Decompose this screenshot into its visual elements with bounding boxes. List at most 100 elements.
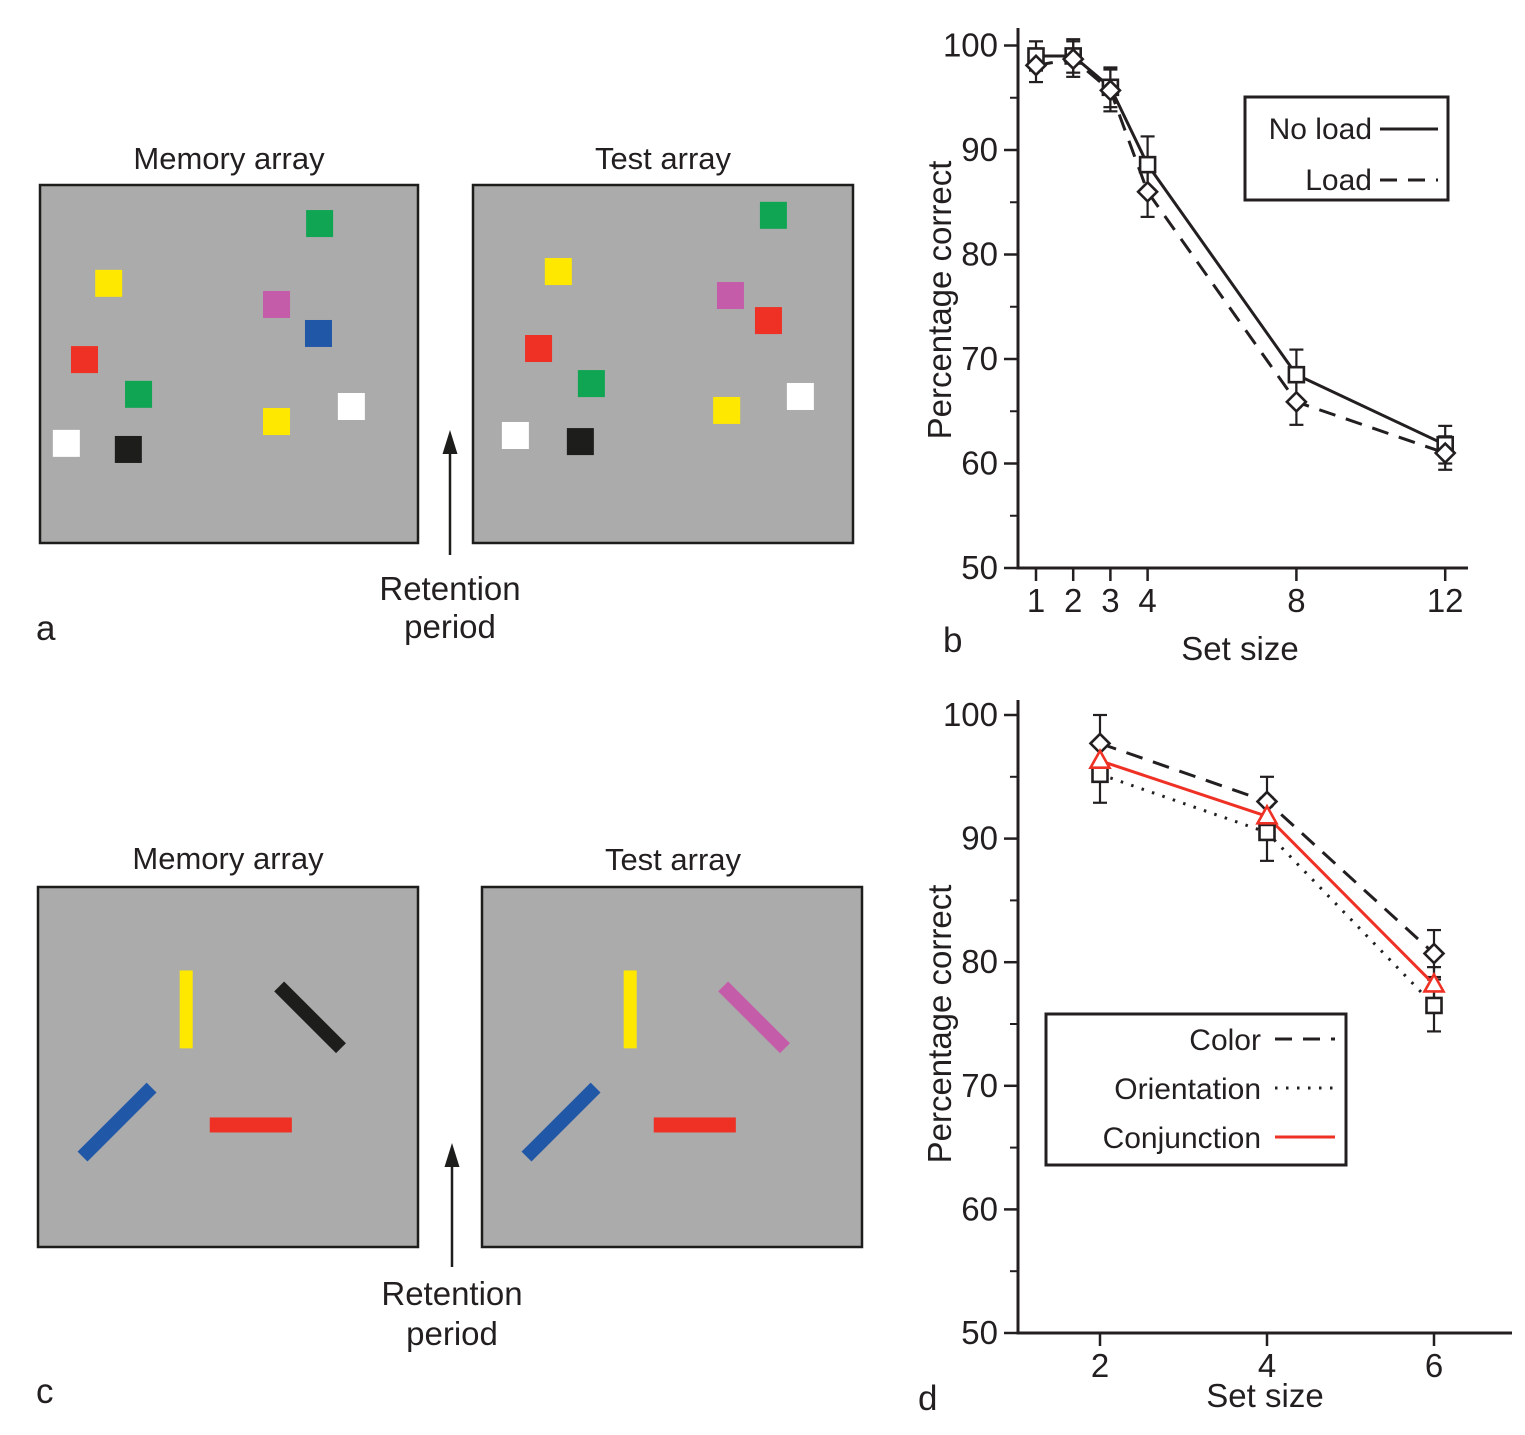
data-point-marker-square [1287,365,1306,384]
panel-c-retention-label-line1: Retention [381,1275,522,1312]
data-point-marker-diamond [1099,79,1122,102]
data-point-marker-diamond [1422,942,1446,965]
panel-c-letter: c [36,1372,54,1411]
stimulus-square-yellow [544,258,572,286]
chart-d-legend-label-orientation: Orientation [1114,1073,1261,1106]
stimulus-square-red [525,335,553,363]
panel-a-memory-squares [52,210,365,463]
stimulus-square-red [754,307,782,335]
stimulus-bar-yellow [623,970,637,1049]
panel-c-retention-label-line2: period [406,1315,498,1352]
y-tick-label: 60 [961,445,998,482]
y-tick-label: 90 [961,820,998,857]
stimulus-square-green [306,210,334,238]
stimulus-square-black [566,428,594,456]
y-tick-label: 60 [961,1190,998,1227]
data-point-marker-diamond [1024,54,1048,77]
data-point-marker-square [1138,155,1157,174]
panel-a-memory-array-box [38,183,420,545]
chart-d-y-axis-label: Percentage correct [921,885,958,1164]
panel-a-test-array-title: Test array [595,141,732,176]
stimulus-square-green [577,370,605,398]
x-tick-label: 3 [1101,582,1119,619]
stimulus-square-black [114,435,142,463]
y-tick-label: 80 [961,236,998,273]
y-tick-label: 70 [961,340,998,377]
x-tick-label: 4 [1258,1347,1276,1384]
x-tick-label: 2 [1091,1347,1109,1384]
y-tick-label: 70 [961,1067,998,1104]
panel-c-memory-array-box [36,885,420,1249]
y-tick-label: 100 [943,696,998,733]
panel-b-letter: b [943,621,962,660]
panel-a-test-squares [501,201,814,456]
panel-a-memory-array-title: Memory array [133,141,325,176]
chart-d-legend-label-conjunction: Conjunction [1103,1122,1261,1155]
stimulus-bar-yellow [179,970,193,1049]
x-tick-label: 4 [1138,582,1156,619]
retention-up-arrow-c [444,1143,460,1267]
stimulus-bar-red [209,1117,292,1133]
panel-c-test-bars [521,970,790,1162]
data-point-marker-triangle [1255,803,1279,825]
stimulus-square-yellow [95,269,123,297]
chart-b-y-axis-label: Percentage correct [921,161,958,440]
y-tick-label: 50 [961,1314,998,1351]
data-point-marker-square [1258,823,1276,842]
chart-d-x-axis-label: Set size [1206,1377,1323,1414]
stimulus-square-magenta [716,282,744,310]
stimulus-square-white [501,421,529,449]
panel-d-legend-box [1044,1012,1348,1167]
chart-d: 50 60 70 80 90 100 2 4 6 [943,696,1512,1384]
panel-a-letter: a [36,609,56,648]
data-point-marker-diamond [1136,180,1159,204]
x-tick-label: 12 [1427,582,1464,619]
data-point-marker-diamond [1285,390,1308,414]
panel-c-test-array-box [480,885,864,1249]
panel-a-test-array-box [471,183,855,545]
chart-b-legend-label-no-load: No load [1269,113,1372,146]
stimulus-bar-blue [77,1082,157,1162]
stimulus-square-yellow [713,396,741,424]
stimulus-square-green [125,380,153,408]
retention-up-arrow-a [442,430,458,555]
panel-a-retention-label-line1: Retention [379,570,520,607]
stimulus-square-magenta [263,290,291,318]
chart-b-legend-label-load: Load [1305,164,1372,197]
chart-d-legend-label-color: Color [1189,1024,1261,1057]
panel-c-memory-array-title: Memory array [132,841,324,876]
panel-d-letter: d [918,1379,937,1418]
y-tick-label: 50 [961,549,998,586]
data-point-marker-diamond [1061,47,1085,71]
x-tick-label: 6 [1425,1347,1443,1384]
y-tick-label: 90 [961,131,998,168]
data-point-marker-triangle [1088,748,1112,770]
data-point-marker-square [1091,765,1109,784]
stimulus-square-red [70,346,98,374]
stimulus-bar-magenta [718,981,790,1054]
y-tick-label: 80 [961,943,998,980]
panel-a-retention-label-line2: period [404,608,496,645]
stimulus-square-yellow [263,408,291,436]
data-point-marker-diamond [1433,441,1457,465]
stimulus-square-white [337,392,365,420]
panel-b-legend-box [1243,95,1450,202]
y-tick-label: 100 [943,27,998,64]
data-point-marker-triangle [1422,971,1446,993]
data-point-marker-square [1425,996,1443,1015]
panel-c-test-array-title: Test array [605,842,742,877]
stimulus-square-blue [304,319,332,347]
x-tick-label: 8 [1287,582,1305,619]
stimulus-bar-black [274,981,346,1054]
stimulus-bar-red [653,1117,736,1133]
chart-b-x-axis-label: Set size [1181,630,1298,667]
stimulus-bar-blue [521,1082,601,1162]
x-tick-label: 1 [1027,582,1045,619]
stimulus-square-white [52,429,80,457]
stimulus-square-green [759,201,787,229]
stimulus-square-white [786,382,814,410]
panel-c-memory-bars [77,970,346,1162]
